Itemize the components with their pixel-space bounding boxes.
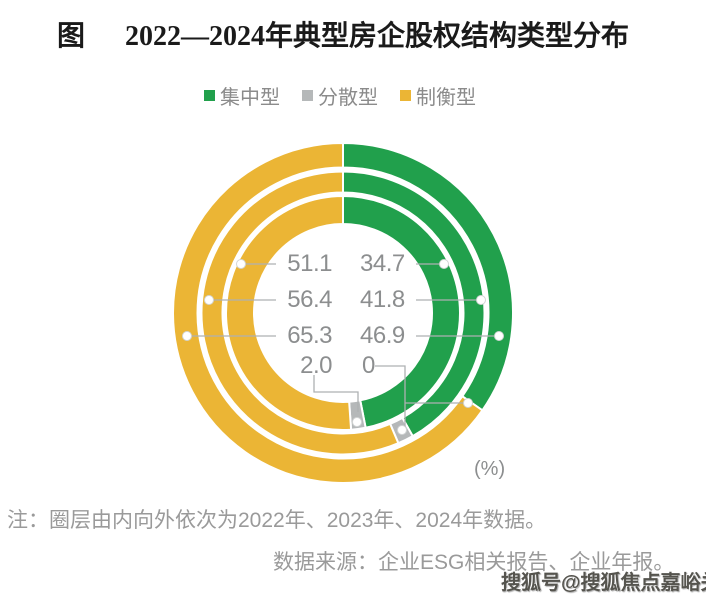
value-label-gray-2024: 0 (362, 352, 375, 379)
value-label-yellow-2023: 56.4 (287, 286, 332, 313)
ring-2023-segment-yellow (200, 170, 400, 456)
value-label-gray-2022: 2.0 (300, 352, 332, 379)
ring-2022-segment-green (342, 194, 461, 429)
legend-item-balanced: 制衡型 (400, 81, 476, 110)
note-text: 注：圈层由内向外依次为2022年、2023年、2024年数据。 (7, 509, 547, 532)
marker-dot (494, 331, 504, 341)
value-label-green-2022: 46.9 (360, 322, 405, 349)
marker-dot (439, 259, 449, 269)
legend: 集中型 分散型 制衡型 (0, 81, 706, 110)
title-prefix: 图 (57, 21, 86, 52)
legend-swatch-green (204, 90, 215, 101)
marker-dot (204, 295, 214, 305)
legend-swatch-yellow (400, 90, 411, 101)
chart-title: 图 2022—2024年典型房企股权结构类型分布 (57, 14, 697, 54)
legend-label-balanced: 制衡型 (416, 87, 476, 109)
marker-dot (463, 398, 473, 408)
legend-label-concentrated: 集中型 (220, 87, 280, 109)
value-label-green-2023: 41.8 (360, 286, 405, 313)
marker-dot (352, 417, 362, 427)
legend-label-dispersed: 分散型 (318, 87, 378, 109)
legend-item-dispersed: 分散型 (302, 81, 378, 110)
watermark-text: 搜狐号@搜狐焦点嘉峪关站 (501, 572, 706, 594)
unit-label: (%) (474, 458, 506, 480)
leader-line (313, 375, 359, 412)
legend-swatch-gray (302, 90, 313, 101)
marker-dot (236, 259, 246, 269)
ring-2024-segment-yellow (172, 141, 484, 484)
marker-dot (182, 331, 192, 341)
leader-line (375, 365, 406, 427)
marker-dot (397, 425, 407, 435)
legend-item-concentrated: 集中型 (204, 81, 280, 110)
ring-2022-segment-yellow (225, 194, 353, 431)
marker-dot (476, 295, 486, 305)
title-text: 2022—2024年典型房企股权结构类型分布 (125, 21, 630, 52)
value-label-yellow-2024: 65.3 (287, 322, 332, 349)
value-label-green-2024: 34.7 (360, 250, 405, 277)
value-label-yellow-2022: 51.1 (287, 250, 332, 277)
source-text: 数据来源：企业ESG相关报告、企业年报。 (273, 551, 675, 574)
